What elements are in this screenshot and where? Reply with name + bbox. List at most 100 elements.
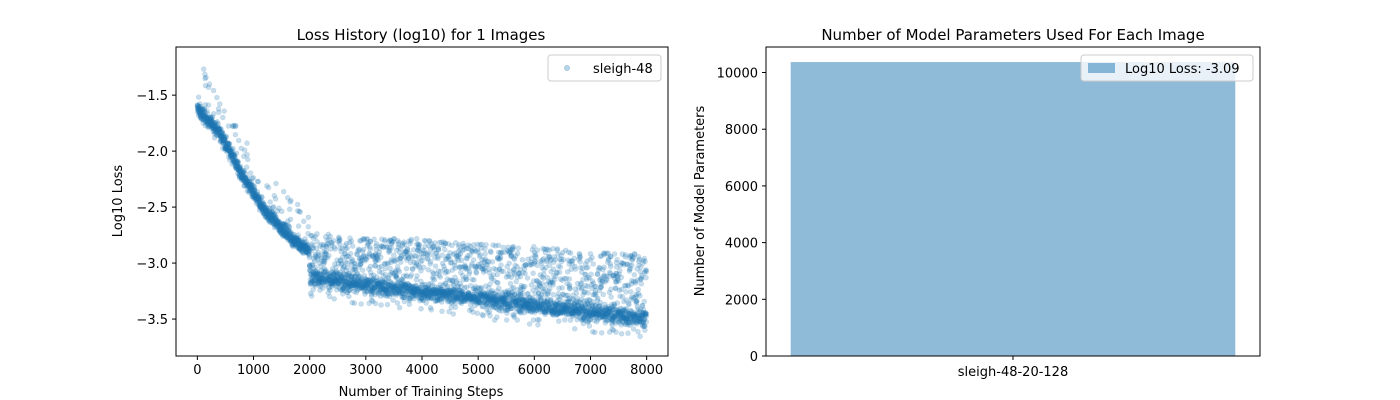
scatter-point (251, 194, 258, 201)
scatter-point (627, 288, 634, 295)
scatter-point (240, 175, 247, 181)
scatter-point (286, 224, 293, 230)
scatter-point (214, 94, 220, 101)
scatter-point (252, 191, 259, 198)
scatter-point (257, 197, 264, 203)
scatter-point (586, 323, 593, 329)
scatter-point (202, 113, 208, 120)
scatter-point (207, 118, 214, 125)
scatter-point (287, 216, 294, 223)
scatter-point (239, 171, 246, 178)
scatter-point (238, 177, 245, 183)
scatter-point (235, 164, 242, 171)
scatter-point (207, 120, 213, 126)
scatter-point (195, 108, 201, 114)
scatter-point (206, 120, 213, 126)
scatter-point (308, 293, 315, 299)
scatter-point (212, 126, 219, 133)
scatter-point (217, 133, 224, 139)
scatter-point (196, 109, 203, 116)
scatter-point (432, 263, 439, 270)
scatter-point (210, 125, 216, 131)
scatter-point (613, 329, 619, 336)
scatter-point (233, 165, 239, 171)
scatter-point (243, 177, 250, 184)
scatter-point (207, 122, 213, 128)
scatter-point (242, 177, 249, 183)
scatter-point (248, 182, 254, 188)
scatter-point (220, 131, 226, 138)
scatter-point (441, 246, 448, 253)
scatter-point (222, 145, 229, 152)
scatter-point (244, 188, 250, 194)
scatter-point (234, 159, 240, 165)
scatter-point (474, 310, 481, 317)
scatter-point (616, 267, 623, 274)
scatter-point (197, 113, 204, 119)
scatter-point (561, 317, 568, 323)
scatter-point (519, 256, 526, 263)
scatter-point (235, 170, 241, 177)
scatter-point (239, 167, 246, 174)
scatter-point (241, 147, 248, 153)
scatter-point (212, 120, 218, 126)
scatter-point (226, 141, 233, 147)
scatter-point (332, 246, 338, 252)
scatter-point (215, 121, 221, 127)
scatter-point (234, 158, 240, 165)
scatter-point (238, 168, 244, 175)
scatter-point (233, 122, 239, 129)
scatter-point (240, 177, 247, 184)
scatter-point (212, 125, 219, 132)
scatter-point (225, 140, 231, 146)
scatter-point (207, 123, 213, 129)
x-tick-label: 8000 (630, 363, 663, 378)
scatter-point (239, 174, 245, 181)
scatter-point (526, 321, 533, 327)
scatter-point (205, 124, 212, 131)
scatter-point (258, 200, 264, 206)
scatter-point (227, 152, 234, 158)
scatter-point (237, 170, 244, 176)
scatter-point (483, 242, 489, 248)
scatter-point (215, 132, 222, 139)
scatter-point (231, 159, 238, 165)
scatter-point (246, 180, 252, 186)
scatter-point (197, 112, 203, 118)
scatter-point (204, 114, 210, 121)
scatter-point (251, 187, 258, 193)
scatter-point (344, 245, 351, 251)
scatter-point (626, 301, 632, 308)
scatter-point (223, 143, 229, 149)
scatter-point (367, 263, 374, 270)
scatter-point (211, 124, 218, 130)
scatter-point (204, 116, 210, 122)
scatter-point (249, 189, 255, 195)
scatter-point (196, 106, 202, 113)
scatter-point (216, 132, 222, 138)
scatter-point (237, 163, 244, 170)
scatter-point (235, 158, 241, 165)
scatter-point (253, 195, 260, 201)
scatter-point (233, 150, 240, 156)
scatter-point (199, 112, 205, 119)
scatter-point (224, 146, 230, 152)
scatter-point (253, 194, 260, 201)
scatter-point (593, 283, 599, 290)
scatter-point (199, 112, 205, 118)
scatter-point (199, 116, 205, 123)
scatter-point (224, 146, 230, 153)
scatter-point (232, 123, 239, 130)
scatter-point (314, 231, 320, 237)
scatter-point (251, 185, 257, 191)
scatter-point (226, 147, 233, 153)
scatter-point (567, 285, 573, 292)
scatter-point (219, 145, 226, 152)
scatter-point (220, 137, 227, 144)
scatter-point (233, 162, 239, 169)
scatter-point (218, 126, 224, 132)
scatter-point (213, 132, 220, 139)
scatter-point (608, 294, 615, 300)
scatter-point (418, 305, 424, 312)
scatter-point (197, 110, 203, 117)
